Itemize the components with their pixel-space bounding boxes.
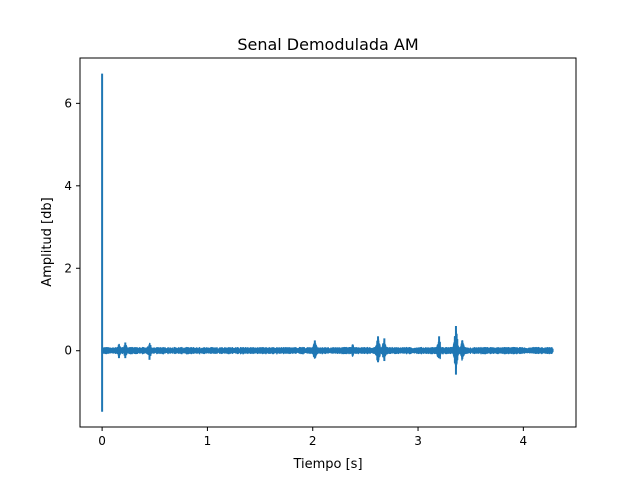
x-tick-label: 2 bbox=[309, 434, 317, 448]
signal-line bbox=[101, 330, 554, 370]
y-axis-label: Amplitud [db] bbox=[40, 197, 55, 286]
x-tick-label: 0 bbox=[98, 434, 106, 448]
chart-title: Senal Demodulada AM bbox=[237, 35, 418, 54]
y-tick-label: 6 bbox=[64, 96, 72, 110]
x-axis-ticks: 0 1 2 3 4 bbox=[98, 427, 527, 448]
y-axis-ticks: 0 2 4 6 bbox=[64, 96, 80, 358]
plot-area bbox=[79, 57, 577, 428]
x-tick-label: 3 bbox=[414, 434, 422, 448]
y-tick-label: 0 bbox=[64, 344, 72, 358]
x-tick-label: 4 bbox=[520, 434, 528, 448]
plot-frame bbox=[79, 57, 577, 428]
y-tick-label: 2 bbox=[64, 261, 72, 275]
series-layer bbox=[101, 73, 554, 412]
x-tick-label: 1 bbox=[204, 434, 212, 448]
x-axis-label: Tiempo [s] bbox=[292, 457, 362, 472]
y-tick-label: 4 bbox=[64, 179, 72, 193]
